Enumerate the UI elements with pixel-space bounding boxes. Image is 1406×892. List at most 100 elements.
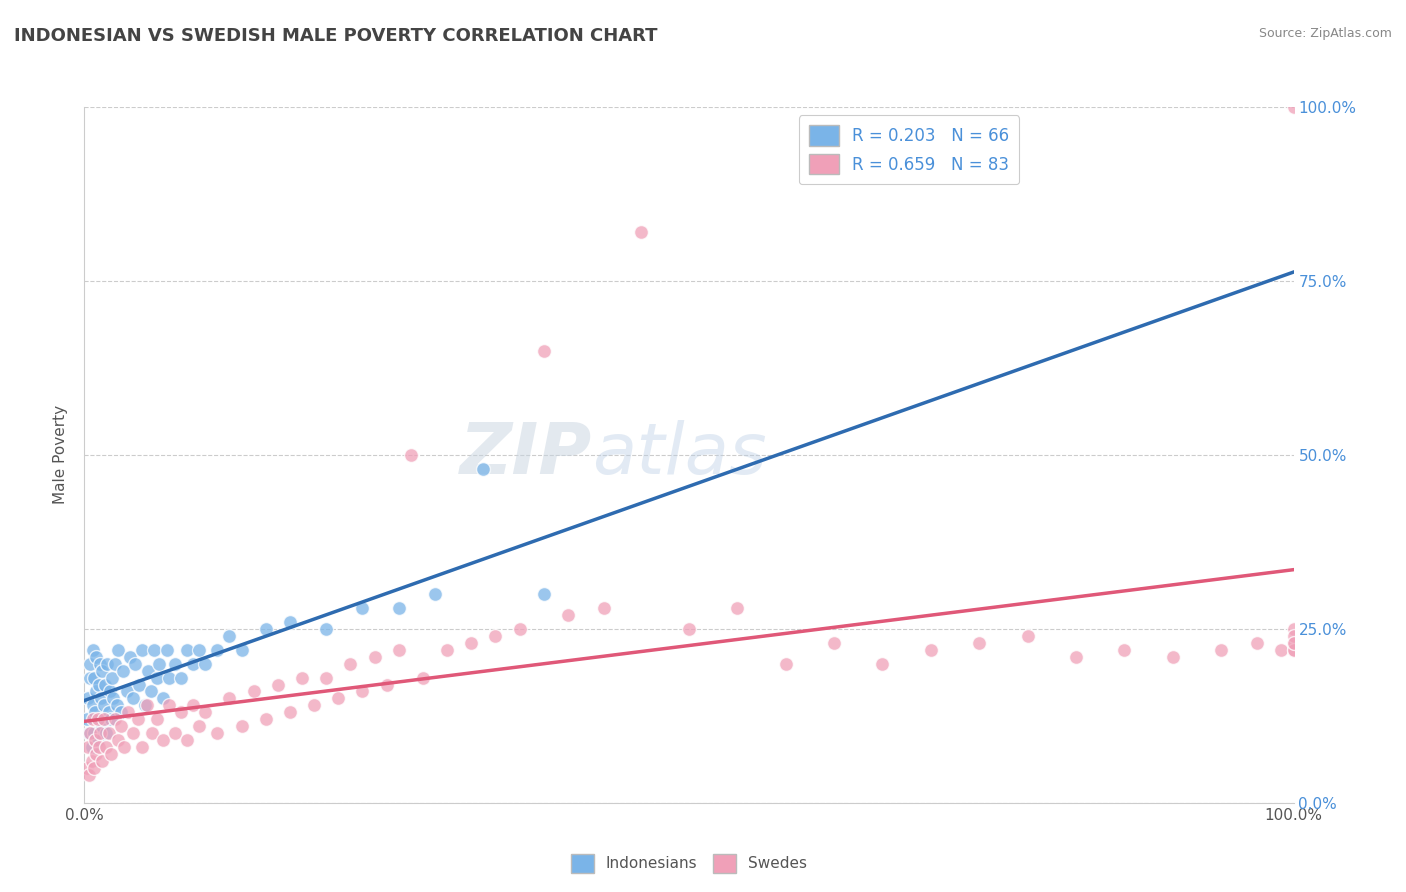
Point (82, 642, 104, 657)
Point (254, 712, 277, 726)
Point (104, 657, 127, 671)
Point (1246, 636, 1268, 650)
Point (157, 698, 180, 713)
Point (678, 622, 700, 636)
Point (155, 642, 177, 657)
Point (533, 343, 555, 358)
Point (315, 671, 337, 685)
Point (131, 740, 153, 755)
Point (107, 733, 129, 747)
Point (86, 712, 108, 726)
Point (291, 671, 314, 685)
Point (112, 740, 135, 755)
Point (399, 448, 422, 462)
Point (165, 726, 187, 740)
Point (138, 664, 160, 678)
Point (231, 642, 253, 657)
Point (363, 649, 385, 664)
Point (96, 657, 118, 671)
Point (278, 615, 301, 629)
Point (1282, 629, 1305, 643)
Point (105, 698, 128, 713)
Point (110, 719, 132, 733)
Point (509, 622, 531, 636)
Point (110, 706, 132, 720)
Point (194, 657, 217, 671)
Point (104, 712, 127, 726)
Point (143, 642, 166, 657)
Point (97, 706, 120, 720)
Point (388, 601, 411, 615)
Point (412, 671, 434, 685)
Point (83, 761, 105, 775)
Point (823, 636, 845, 650)
Point (1209, 642, 1232, 657)
Point (124, 657, 146, 671)
Point (148, 657, 170, 671)
Point (89, 657, 111, 671)
Point (86, 733, 108, 747)
Point (139, 684, 162, 698)
Point (267, 677, 290, 691)
Point (1282, 100, 1305, 114)
Point (134, 698, 156, 713)
Point (97, 726, 120, 740)
Point (423, 587, 446, 601)
Point (920, 642, 942, 657)
Point (593, 601, 616, 615)
Point (79, 671, 101, 685)
Point (94, 726, 117, 740)
Point (278, 706, 301, 720)
Point (120, 649, 142, 664)
Point (328, 691, 350, 706)
Point (436, 642, 458, 657)
Point (218, 629, 240, 643)
Point (112, 664, 135, 678)
Point (1282, 636, 1305, 650)
Point (131, 642, 153, 657)
Legend: Indonesians, Swedes: Indonesians, Swedes (565, 847, 813, 879)
Point (79, 657, 101, 671)
Point (94, 740, 117, 755)
Point (121, 691, 143, 706)
Point (84, 733, 107, 747)
Point (76, 761, 98, 775)
Point (630, 225, 652, 239)
Point (86, 747, 108, 761)
Point (146, 712, 169, 726)
Point (170, 671, 193, 685)
Point (89, 712, 111, 726)
Point (557, 607, 579, 622)
Point (775, 657, 797, 671)
Point (141, 726, 163, 740)
Point (388, 642, 411, 657)
Point (872, 657, 894, 671)
Point (89, 726, 111, 740)
Point (1282, 636, 1305, 650)
Point (91, 719, 114, 733)
Point (86, 684, 108, 698)
Point (188, 642, 211, 657)
Point (121, 726, 143, 740)
Point (375, 677, 398, 691)
Text: Source: ZipAtlas.com: Source: ZipAtlas.com (1258, 27, 1392, 40)
Point (242, 684, 264, 698)
Point (254, 622, 277, 636)
Point (352, 684, 374, 698)
Point (93, 698, 115, 713)
Point (98, 684, 121, 698)
Point (181, 657, 204, 671)
Point (1282, 642, 1305, 657)
Point (79, 726, 101, 740)
Point (76, 712, 98, 726)
Point (533, 587, 555, 601)
Point (91, 754, 114, 768)
Point (725, 601, 748, 615)
Point (84, 706, 107, 720)
Point (460, 636, 482, 650)
Point (218, 691, 240, 706)
Point (128, 677, 150, 691)
Point (315, 622, 337, 636)
Point (103, 691, 125, 706)
Point (80, 740, 103, 755)
